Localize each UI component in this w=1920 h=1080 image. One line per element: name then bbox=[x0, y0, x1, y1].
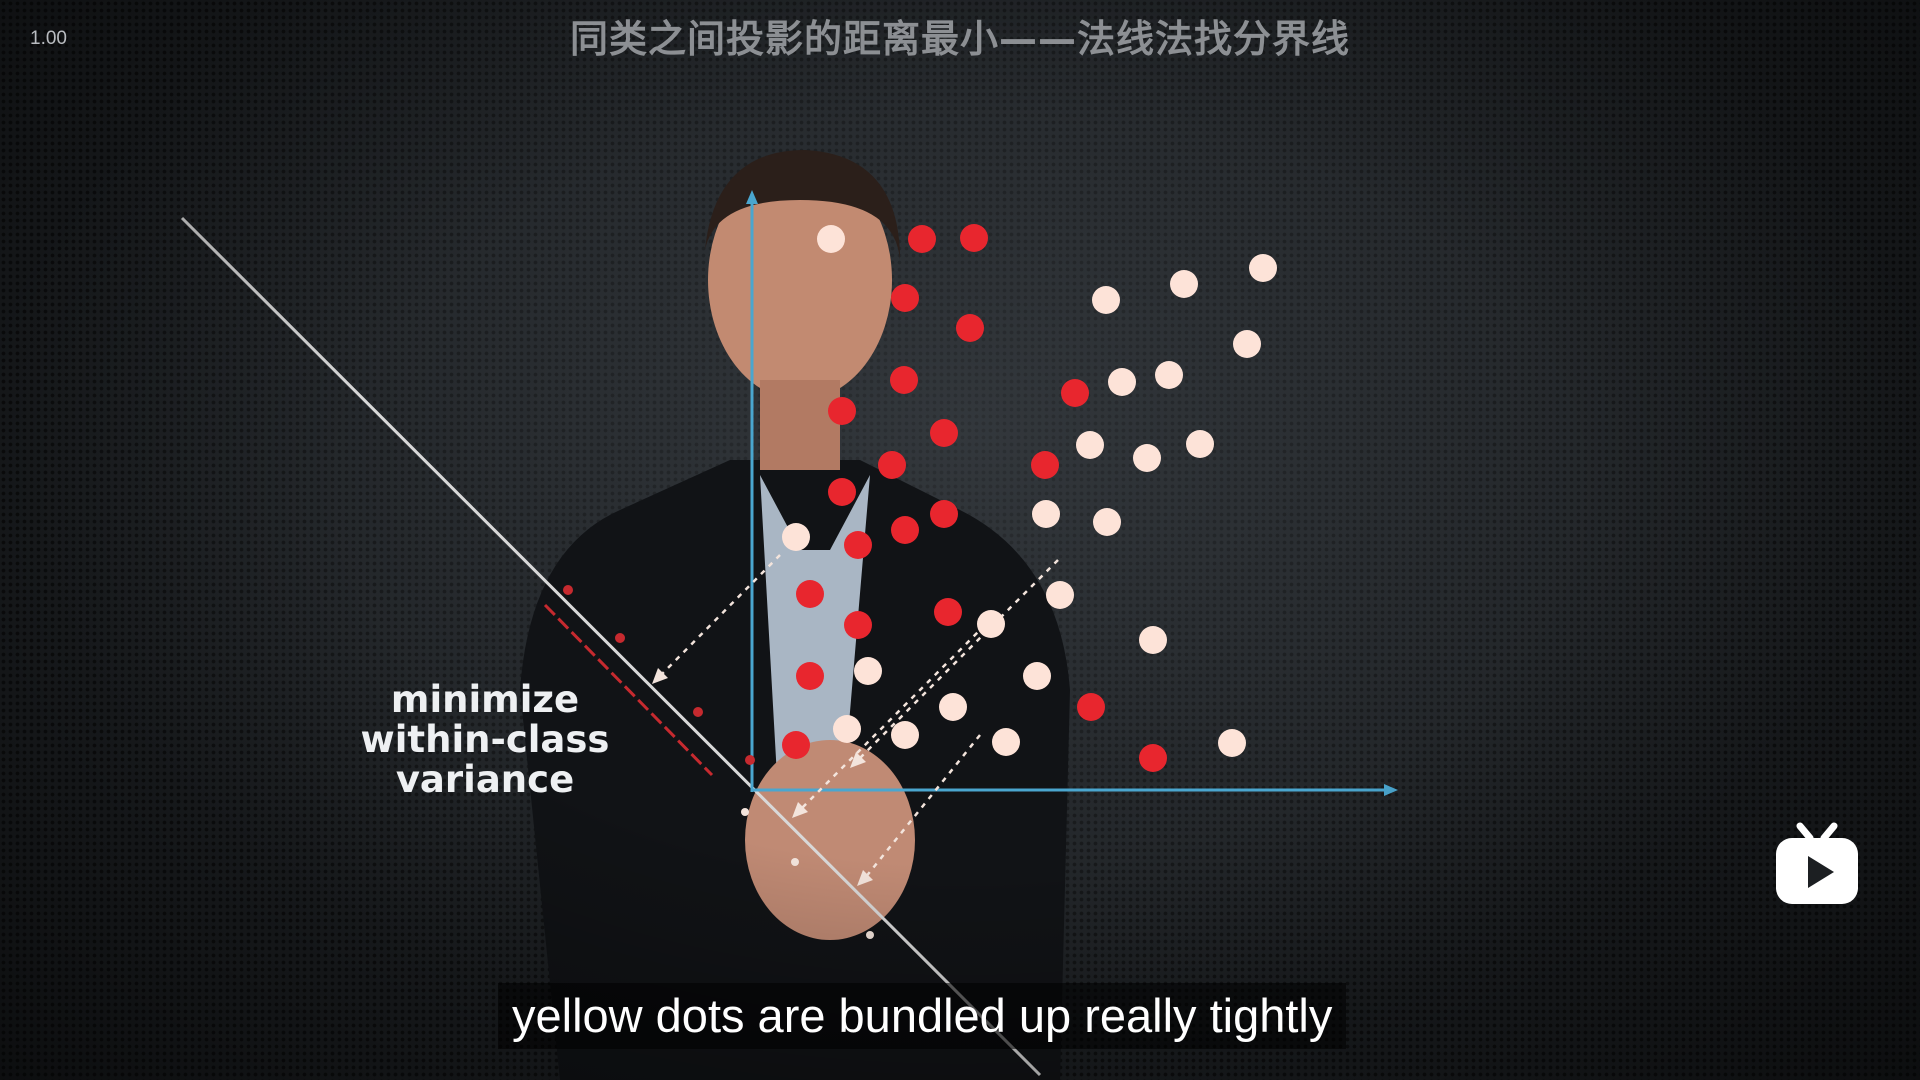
light-dot bbox=[1170, 270, 1198, 298]
light-dot bbox=[1133, 444, 1161, 472]
light-dot bbox=[1032, 500, 1060, 528]
projection-arrow-head bbox=[652, 668, 668, 684]
projected-dot bbox=[741, 808, 749, 816]
light-dot bbox=[1155, 361, 1183, 389]
light-dot bbox=[992, 728, 1020, 756]
projected-dot bbox=[615, 633, 625, 643]
red-dot bbox=[878, 451, 906, 479]
light-dot bbox=[939, 693, 967, 721]
red-dot bbox=[782, 731, 810, 759]
red-dot bbox=[844, 611, 872, 639]
projected-dot bbox=[563, 585, 573, 595]
projection-arrow bbox=[857, 559, 1059, 761]
light-dot bbox=[1249, 254, 1277, 282]
slide-label: minimize within-class variance bbox=[340, 680, 630, 800]
light-dot bbox=[782, 523, 810, 551]
light-dot bbox=[1139, 626, 1167, 654]
red-dot bbox=[1077, 693, 1105, 721]
light-dot bbox=[1023, 662, 1051, 690]
projected-dot bbox=[866, 931, 874, 939]
red-dot bbox=[891, 284, 919, 312]
light-dot bbox=[1076, 431, 1104, 459]
light-dot bbox=[1218, 729, 1246, 757]
red-dot bbox=[930, 419, 958, 447]
red-dot bbox=[1139, 744, 1167, 772]
light-dot bbox=[1093, 508, 1121, 536]
red-dot bbox=[956, 314, 984, 342]
light-dot bbox=[1092, 286, 1120, 314]
red-dot bbox=[891, 516, 919, 544]
red-dot bbox=[908, 225, 936, 253]
red-dot bbox=[796, 580, 824, 608]
subtitle-caption: yellow dots are bundled up really tightl… bbox=[498, 983, 1347, 1049]
light-dot bbox=[1233, 330, 1261, 358]
video-title: 同类之间投影的距离最小——法线法找分界线 bbox=[569, 17, 1350, 61]
projected-dot bbox=[693, 707, 703, 717]
projection-arrow-head bbox=[857, 870, 873, 886]
red-dot bbox=[844, 531, 872, 559]
y-axis-arrow bbox=[746, 190, 758, 204]
projected-dot bbox=[791, 858, 799, 866]
projection-line bbox=[180, 216, 1042, 1077]
red-dot bbox=[828, 397, 856, 425]
bilibili-tv-icon[interactable] bbox=[1774, 822, 1860, 906]
red-dot bbox=[934, 598, 962, 626]
red-dot bbox=[1031, 451, 1059, 479]
x-axis-arrow bbox=[1384, 784, 1398, 796]
red-dot bbox=[930, 500, 958, 528]
light-dot bbox=[1108, 368, 1136, 396]
slide-label-line: within-class bbox=[360, 718, 610, 761]
light-dot bbox=[977, 610, 1005, 638]
light-dot bbox=[854, 657, 882, 685]
red-dot bbox=[960, 224, 988, 252]
playback-speed: 1.00 bbox=[30, 28, 67, 49]
projection-arrow bbox=[864, 734, 981, 879]
light-dot bbox=[891, 721, 919, 749]
red-dot bbox=[890, 366, 918, 394]
light-dot bbox=[817, 225, 845, 253]
projection-arrow bbox=[659, 554, 781, 677]
red-dot bbox=[828, 478, 856, 506]
red-dot bbox=[796, 662, 824, 690]
light-dot bbox=[833, 715, 861, 743]
slide-label-line: minimize bbox=[390, 678, 580, 721]
projection-arrow-head bbox=[850, 752, 866, 768]
light-dot bbox=[1046, 581, 1074, 609]
light-dot bbox=[1186, 430, 1214, 458]
red-dot bbox=[1061, 379, 1089, 407]
projected-dot bbox=[745, 755, 755, 765]
slide-label-line: variance bbox=[395, 758, 575, 801]
